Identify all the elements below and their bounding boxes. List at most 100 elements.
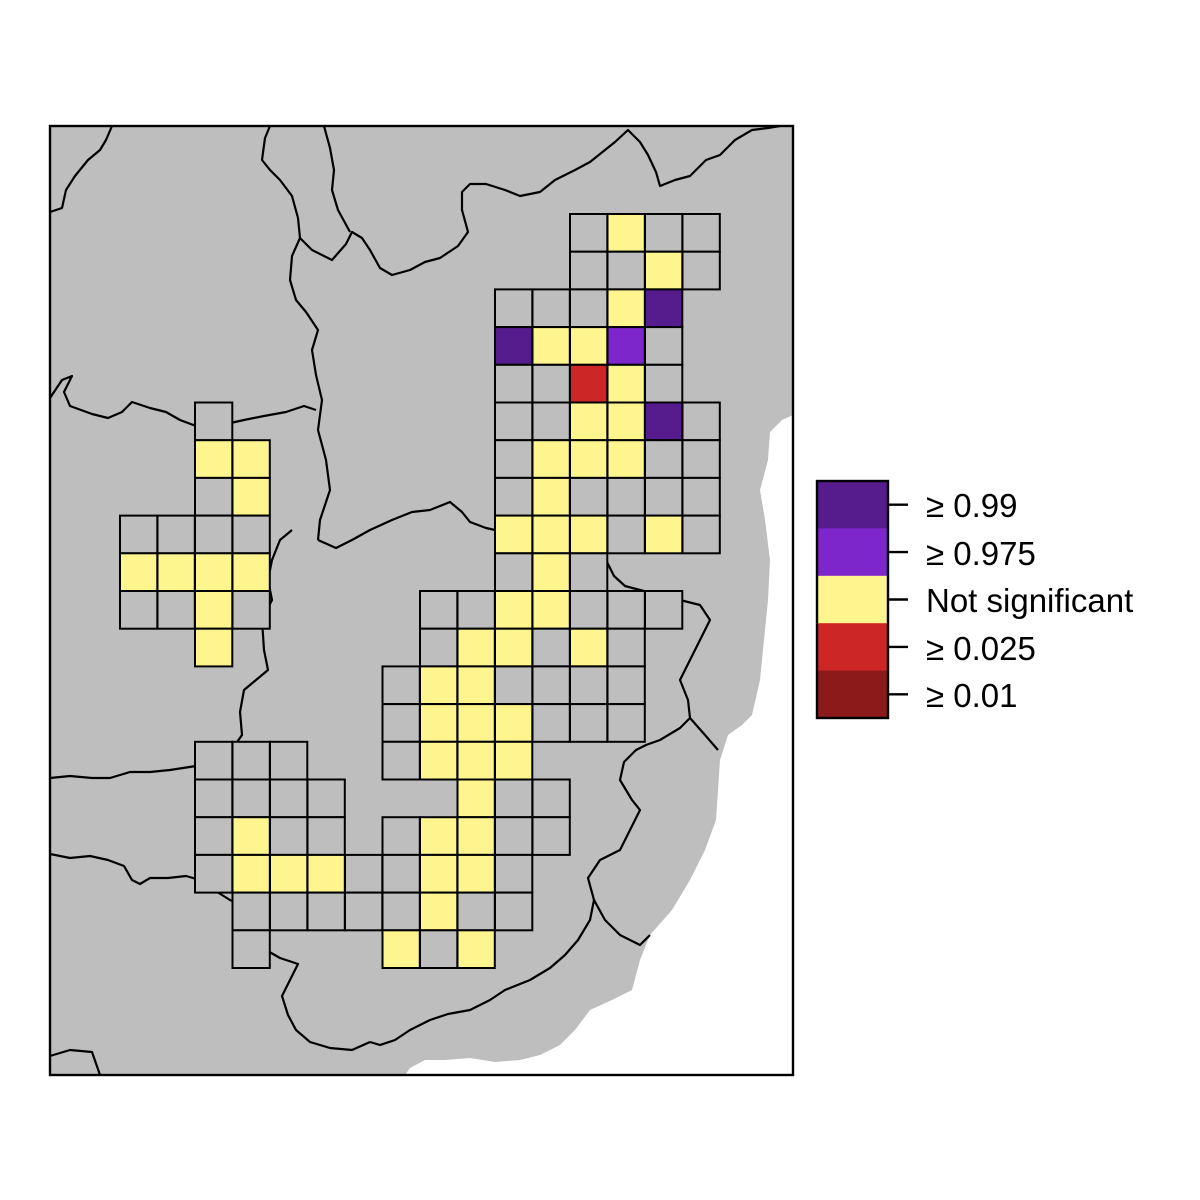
grid-cell-not-significant (419, 665, 459, 706)
grid-cell-not-significant (419, 816, 459, 856)
grid-cell-not-significant (381, 929, 421, 969)
border-line (317, 500, 520, 550)
legend-swatch-ge099 (817, 481, 888, 529)
grid-cell-not-significant (531, 439, 571, 479)
border-line (50, 374, 317, 434)
grid-cell-not-significant (644, 250, 684, 291)
grid-cell-none (194, 476, 234, 517)
grid-cell-none (494, 401, 534, 442)
border-line (288, 237, 332, 541)
grid-cell-not-significant (119, 552, 159, 592)
grid-cell-not-significant (419, 853, 459, 894)
grid-cell-not-significant (194, 439, 234, 479)
grid-cell-none (606, 514, 646, 555)
grid-cell-not-significant (231, 552, 271, 592)
grid-cell-none (644, 590, 684, 630)
legend-swatch-ge0025 (817, 623, 888, 672)
legend-swatch-ge001 (817, 670, 888, 719)
grid-cell-none (269, 740, 309, 781)
grid-cell-none (681, 439, 721, 479)
grid-cell-none (381, 891, 421, 932)
grid-cell-not-significant (494, 627, 534, 668)
grid-cell-ge099 (494, 326, 534, 366)
grid-cell-none (231, 514, 271, 555)
grid-cell-none (531, 665, 571, 706)
grid-cell-none (644, 326, 684, 366)
grid-cell-not-significant (231, 476, 271, 517)
grid-cell-none (681, 476, 721, 517)
grid-cell-not-significant (231, 853, 271, 894)
grid-cell-not-significant (569, 326, 609, 366)
grid-cell-none (419, 590, 459, 630)
grid-cell-not-significant (306, 853, 346, 894)
grid-cell-ge0975 (606, 326, 646, 366)
grid-cell-none (681, 401, 721, 442)
grid-cell-none (569, 213, 609, 253)
grid-cell-none (344, 853, 384, 894)
grid-cell-not-significant (456, 740, 496, 781)
grid-cell-not-significant (456, 703, 496, 743)
grid-cell-not-significant (531, 552, 571, 592)
grid-cell-none (494, 665, 534, 706)
grid-cell-none (569, 665, 609, 706)
border-line (322, 126, 351, 233)
grid-cell-none (531, 401, 571, 442)
grid-cell-none (306, 816, 346, 856)
grid-cell-none (381, 816, 421, 856)
grid-cell-none (644, 476, 684, 517)
grid-cell-none (269, 816, 309, 856)
grid-cell-none (531, 703, 571, 743)
border-line (50, 126, 114, 214)
grid-cell-not-significant (194, 627, 234, 668)
grid-cell-none (569, 288, 609, 329)
grid-cell-not-significant (531, 476, 571, 517)
grid-cell-none (569, 476, 609, 517)
grid-cell-none (606, 665, 646, 706)
grid-cell-not-significant (494, 514, 534, 555)
grid-cell-ge099 (644, 401, 684, 442)
grid-cell-none (531, 363, 571, 404)
grid-cell-none (119, 514, 159, 555)
grid-cell-none (306, 891, 346, 932)
grid-cell-none (494, 891, 534, 932)
grid-cell-none (494, 288, 534, 329)
grid-cell-none (194, 853, 234, 894)
grid-cell-none (494, 552, 534, 592)
grid-cell-not-significant (644, 514, 684, 555)
grid-cell-not-significant (269, 853, 309, 894)
grid-cell-none (419, 929, 459, 969)
legend-label-ge0025: ≥ 0.025 (926, 630, 1036, 667)
grid-cell-not-significant (194, 590, 234, 630)
grid-cell-not-significant (456, 816, 496, 856)
legend-label-ge001: ≥ 0.01 (926, 677, 1018, 714)
grid-cell-none (381, 665, 421, 706)
grid-cell-none (494, 778, 534, 819)
grid-cell-none (231, 590, 271, 630)
grid-cell-none (344, 891, 384, 932)
grid-cell-none (606, 703, 646, 743)
grid-cell-not-significant (419, 891, 459, 932)
grid-cell-none (644, 363, 684, 404)
grid-cell-not-significant (606, 363, 646, 404)
grid-cell-not-significant (531, 514, 571, 555)
grid-cell-not-significant (569, 627, 609, 668)
grid-cell-ge0025 (569, 363, 609, 404)
grid-cell-none (231, 929, 271, 969)
grid-cell-none (681, 514, 721, 555)
grid-cell-not-significant (494, 740, 534, 781)
grid-cell-none (156, 514, 196, 555)
grid-cell-none (681, 250, 721, 291)
grid-cell-none (494, 476, 534, 517)
legend-swatch-ns (817, 575, 888, 624)
grid-cell-none (381, 853, 421, 894)
border-line (689, 717, 719, 751)
grid-cell-none (531, 288, 571, 329)
grid-cell-not-significant (569, 514, 609, 555)
grid-cell-none (606, 250, 646, 291)
grid-cell-none (494, 853, 534, 894)
grid-cell-none (569, 552, 609, 592)
grid-cell-none (194, 778, 234, 819)
map-frame (48, 124, 795, 1077)
grid-cell-none (606, 627, 646, 668)
